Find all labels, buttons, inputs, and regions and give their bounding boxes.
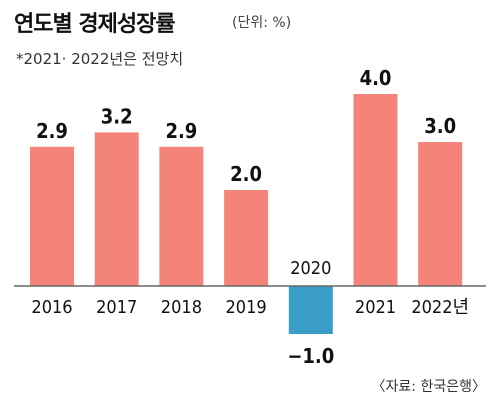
bar-value-label: 2.0 bbox=[230, 162, 262, 186]
bar-value-label: 3.0 bbox=[424, 114, 456, 138]
bar-2017 bbox=[94, 132, 139, 286]
bar-value-label: 2.9 bbox=[36, 119, 68, 143]
category-label: 2016 bbox=[31, 297, 72, 318]
bar-value-label: 4.0 bbox=[360, 66, 392, 90]
bar-2020 bbox=[288, 286, 333, 334]
bar-value-label: 2.9 bbox=[165, 119, 197, 143]
category-label: 2017 bbox=[96, 297, 137, 318]
bar-value-label: −1.0 bbox=[287, 344, 334, 368]
unit-label: (단위: %) bbox=[232, 15, 292, 31]
forecast-note: *2021· 2022년은 전망치 bbox=[16, 50, 184, 68]
bar-2018 bbox=[159, 146, 204, 286]
source-label: 〈자료: 한국은행〉 bbox=[371, 379, 486, 395]
chart-title: 연도별 경제성장률 bbox=[14, 12, 176, 37]
category-label: 2020 bbox=[290, 258, 331, 279]
category-label: 2022년 bbox=[411, 297, 469, 318]
bar-value-label: 3.2 bbox=[101, 104, 133, 128]
bar-2021 bbox=[353, 94, 398, 286]
category-label: 2019 bbox=[225, 297, 266, 318]
bar-2019 bbox=[224, 190, 269, 286]
category-label: 2021 bbox=[355, 297, 396, 318]
bar-2022년 bbox=[418, 142, 463, 286]
bar-2016 bbox=[30, 146, 74, 286]
category-label: 2018 bbox=[161, 297, 202, 318]
